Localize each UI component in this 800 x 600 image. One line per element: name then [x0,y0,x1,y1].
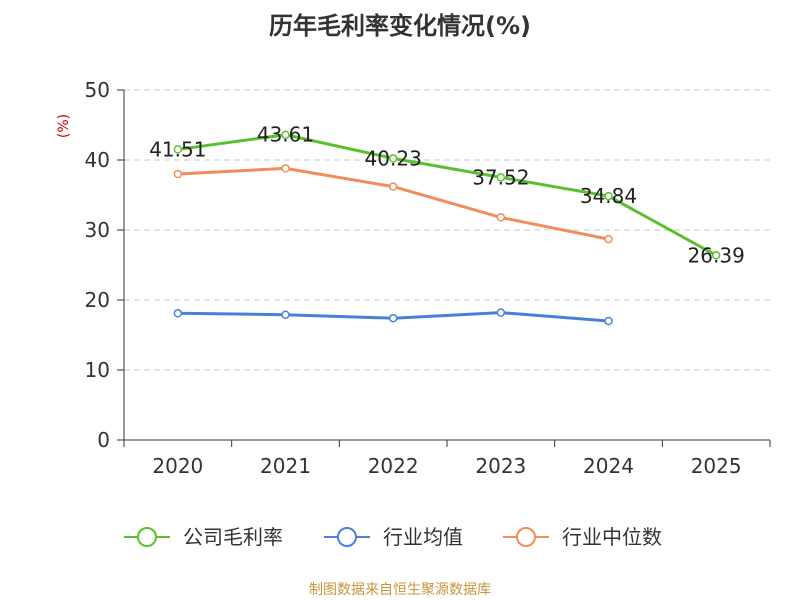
x-tick-label: 2024 [583,454,634,478]
legend-marker [137,527,157,547]
data-label: 41.51 [149,137,206,161]
data-point [388,182,398,191]
data-label: 40.23 [365,146,422,170]
series-1 [173,308,613,326]
data-point [173,169,183,179]
data-point [173,309,183,318]
series-2 [173,164,613,244]
data-label: 43.61 [257,123,314,147]
data-point [281,310,290,319]
legend-item: 行业均值 [324,525,463,549]
series-layer: 41.51 43.61 40.23 37.52 34.84 26.39 [149,123,745,326]
legend-marker [337,527,357,547]
data-point [173,145,183,154]
data-point [496,173,506,182]
source-note: 制图数据来自恒生聚源数据库 [309,582,491,598]
chart-title: 历年毛利率变化情况(%) [269,12,531,40]
axes: 0 10 20 30 40 50 2020 2021 2022 2023 2024 2025 [85,78,771,478]
x-tick-label: 2021 [260,454,311,478]
data-point [604,234,613,244]
legend-label: 行业均值 [383,525,463,549]
legend-marker [516,527,536,547]
legend: 公司毛利率 行业均值 行业中位数 [124,525,662,549]
data-point [281,164,290,173]
y-tick-label: 40 [85,148,110,172]
x-tick-label: 2020 [152,454,203,478]
series-line [177,133,717,257]
y-tick-label: 50 [85,78,110,102]
legend-label: 行业中位数 [562,525,662,549]
data-point [604,191,613,201]
y-tick-label: 20 [85,288,110,312]
x-tick-label: 2023 [475,454,526,478]
y-tick-label: 10 [85,358,110,382]
y-axis-label: (%) [56,114,72,138]
data-label: 34.84 [580,184,637,208]
data-label: 26.39 [688,243,745,267]
data-label: 37.52 [472,165,529,189]
x-tick-label: 2022 [368,454,419,478]
data-point [388,313,398,323]
data-point [711,251,721,260]
data-point [604,316,613,326]
series-0: 41.51 43.61 40.23 37.52 34.84 26.39 [149,123,745,268]
x-tick-label: 2025 [691,454,742,478]
legend-item: 行业中位数 [503,525,662,549]
legend-item: 公司毛利率 [124,525,283,549]
data-point [281,130,290,139]
data-point [496,308,506,317]
y-tick-label: 0 [97,428,110,452]
data-point [388,154,398,163]
data-point [496,213,506,222]
series-line [177,166,609,241]
y-tick-label: 30 [85,218,110,242]
grid-lines [124,89,770,371]
legend-label: 公司毛利率 [183,525,283,549]
